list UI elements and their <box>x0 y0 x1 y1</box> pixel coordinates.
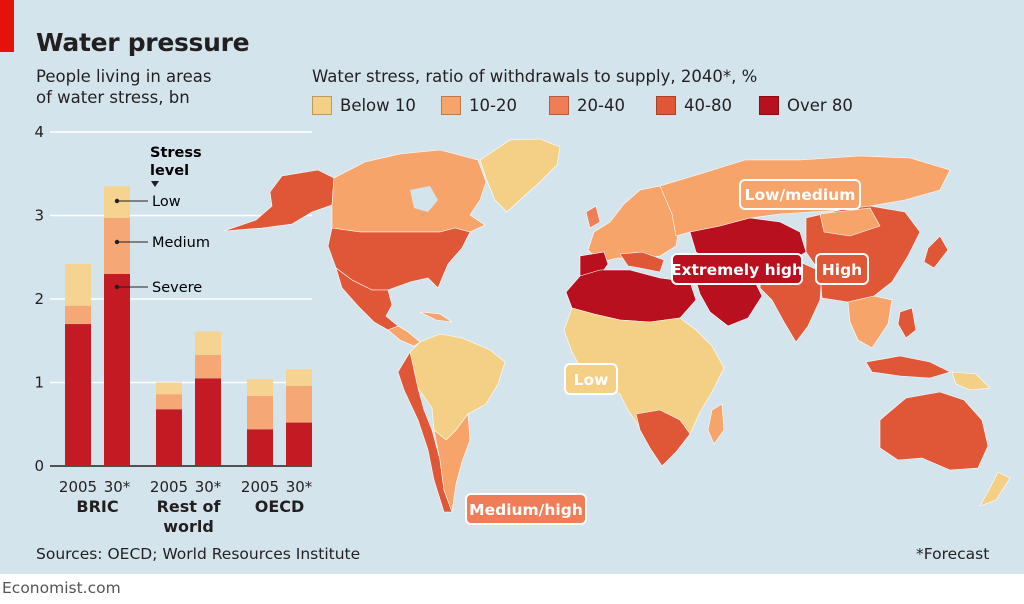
map-region-madagascar <box>707 403 725 445</box>
bar-segment-severe <box>247 429 273 466</box>
bar-segment-low <box>65 263 91 306</box>
legend-swatch <box>656 95 676 115</box>
map-label-low-text: Low <box>574 371 609 389</box>
legend-label: Below 10 <box>340 95 416 115</box>
bar-segment-medium <box>156 394 182 410</box>
legend-item-20-40: 20-40 <box>549 94 625 116</box>
stress-level-annotation: Stress level Low Medium Severe <box>114 145 210 296</box>
legend-item-over-80: Over 80 <box>759 94 853 116</box>
x-tick-label: 30* <box>104 478 131 496</box>
map-region-japan <box>923 235 949 269</box>
group-label: OECD <box>255 497 305 516</box>
map-region-canada <box>331 149 487 233</box>
map-label-low-medium: Low/medium <box>739 179 861 210</box>
map-region-caribbean <box>419 311 453 323</box>
brand-tag <box>0 0 14 52</box>
legend-swatch <box>759 95 779 115</box>
map-region-greenland <box>479 138 561 213</box>
map-region-southern-europe <box>619 251 665 273</box>
legend-swatch <box>441 95 461 115</box>
legend-swatch <box>312 95 332 115</box>
map-label-extremely-high: Extremely high <box>671 253 803 285</box>
x-tick-label: 30* <box>286 478 313 496</box>
map-region-uk <box>585 205 601 229</box>
legend-label: 40-80 <box>684 95 732 115</box>
stress-level-medium-label: Medium <box>152 235 210 251</box>
bar-segment-low <box>247 379 273 396</box>
brand-footer: Economist.com <box>2 579 121 597</box>
map-region-argentina <box>433 413 471 513</box>
legend-label: 20-40 <box>577 95 625 115</box>
y-tick-label: 4 <box>34 123 44 141</box>
bar-segment-low <box>195 331 221 355</box>
stress-level-header-line1: Stress <box>150 145 202 161</box>
bar-segment-severe <box>156 409 182 466</box>
world-water-stress-map: Low/medium Extremely high High Low Mediu… <box>223 138 1011 525</box>
legend-label: 10-20 <box>469 95 517 115</box>
stress-level-low-label: Low <box>152 194 181 210</box>
stress-level-arrow-icon <box>151 181 159 187</box>
bar-chart-subtitle-line2: of water stress, bn <box>36 88 190 107</box>
bar-segment-severe <box>286 422 312 466</box>
sources-note: Sources: OECD; World Resources Institute <box>36 545 361 563</box>
map-region-new-zealand <box>979 471 1011 507</box>
y-tick-label: 2 <box>34 290 44 308</box>
map-region-papua <box>951 371 991 391</box>
legend-item-below-10: Below 10 <box>312 94 416 116</box>
group-label: BRIC <box>76 497 118 516</box>
map-label-medium-high: Medium/high <box>465 493 587 525</box>
forecast-note: *Forecast <box>916 545 990 563</box>
map-region-central-america <box>387 325 421 347</box>
bar-segment-medium <box>65 305 91 325</box>
map-label-high-text: High <box>822 261 862 279</box>
map-region-mexico <box>335 267 399 331</box>
legend-swatch <box>549 95 569 115</box>
legend-item-40-80: 40-80 <box>656 94 732 116</box>
map-region-southeast-asia <box>847 295 893 349</box>
map-label-low-medium-text: Low/medium <box>745 186 856 204</box>
chart-title: Water pressure <box>36 28 250 57</box>
map-region-australia <box>879 391 989 471</box>
y-tick-label: 1 <box>34 374 44 392</box>
bar-segment-low <box>286 369 312 386</box>
map-region-mongolia <box>819 207 881 237</box>
x-tick-label: 2005 <box>150 478 188 496</box>
map-region-alaska <box>223 169 335 232</box>
y-tick-label: 3 <box>34 207 44 225</box>
y-tick-label: 0 <box>34 457 44 475</box>
map-label-high: High <box>815 253 869 285</box>
bar-segment-severe <box>65 324 91 466</box>
bar-chart-subtitle-line1: People living in areas <box>36 67 212 86</box>
group-label: world <box>163 517 214 536</box>
map-label-extremely-high-text: Extremely high <box>671 261 803 279</box>
legend-label: Over 80 <box>787 95 853 115</box>
x-tick-label: 2005 <box>241 478 279 496</box>
map-region-philippines <box>897 307 917 339</box>
bar-segment-medium <box>286 385 312 423</box>
legend-item-10-20: 10-20 <box>441 94 517 116</box>
x-tick-label: 30* <box>195 478 222 496</box>
map-region-andes <box>397 351 453 513</box>
bar-segment-medium <box>195 354 221 379</box>
map-region-indonesia <box>865 355 951 379</box>
map-subtitle: Water stress, ratio of withdrawals to su… <box>312 67 758 86</box>
bar-segment-low <box>156 382 182 395</box>
map-label-medium-high-text: Medium/high <box>469 501 583 519</box>
bar-segment-severe <box>195 378 221 466</box>
bar-segment-medium <box>104 218 130 274</box>
map-label-low: Low <box>564 363 618 395</box>
stress-level-header-line2: level <box>150 163 189 179</box>
map-region-southern-africa <box>635 409 691 467</box>
stress-level-severe-label: Severe <box>152 280 202 296</box>
group-label: Rest of <box>157 497 222 516</box>
bar-segment-medium <box>247 395 273 430</box>
map-hudson-bay <box>410 186 438 212</box>
x-tick-label: 2005 <box>59 478 97 496</box>
bar-segment-severe <box>104 273 130 466</box>
